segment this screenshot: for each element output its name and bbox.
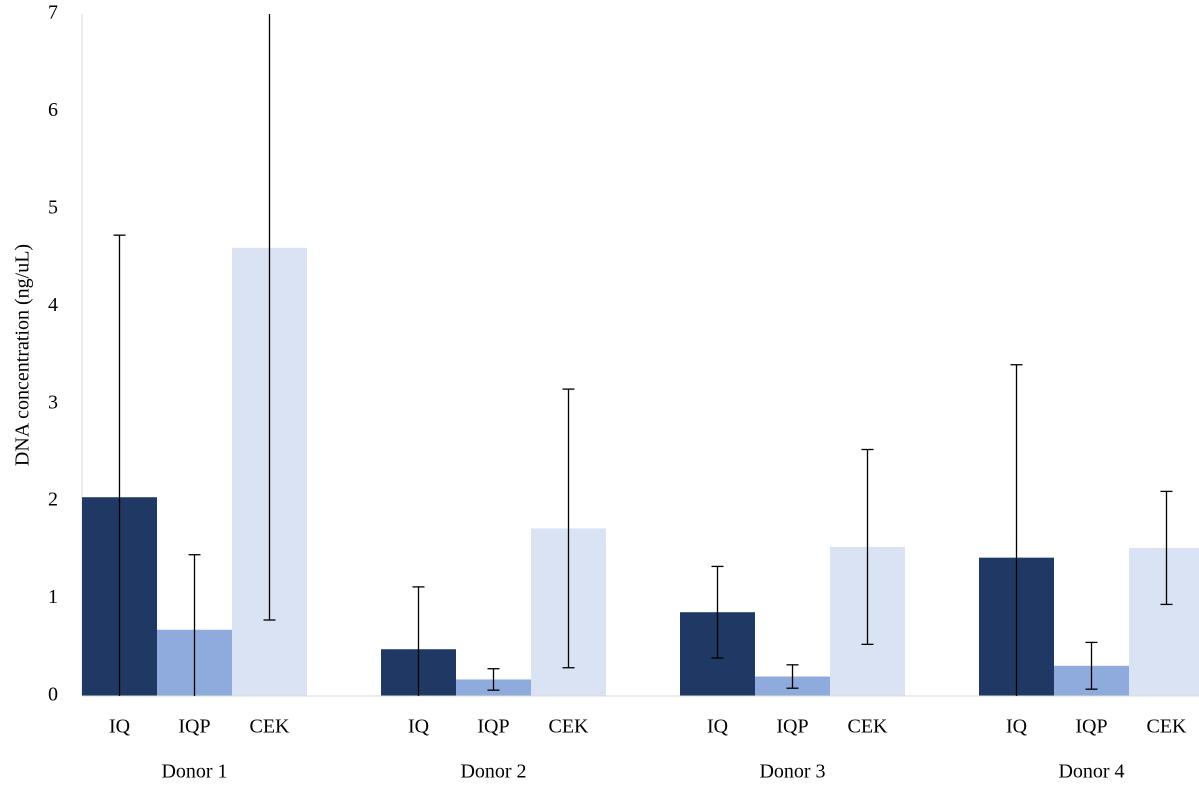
series-label: IQ bbox=[1006, 716, 1028, 738]
error-bar bbox=[1160, 490, 1173, 606]
x-tick-label: Donor 1 bbox=[161, 761, 227, 783]
series-label: CEK bbox=[250, 716, 291, 738]
bar bbox=[1129, 547, 1199, 696]
y-tick-label: 6 bbox=[48, 99, 58, 121]
series-label: CEK bbox=[1147, 716, 1188, 738]
y-tick-label: 3 bbox=[48, 391, 58, 413]
error-bar bbox=[412, 586, 425, 696]
x-tick-label: Donor 4 bbox=[1058, 761, 1124, 783]
y-tick-label: 5 bbox=[48, 196, 58, 218]
series-label: IQP bbox=[776, 716, 808, 738]
error-bar bbox=[113, 234, 126, 696]
error-bar bbox=[188, 554, 201, 696]
error-bar bbox=[487, 668, 500, 691]
error-bar bbox=[1010, 364, 1023, 696]
error-bar bbox=[263, 14, 276, 621]
y-tick-label: 2 bbox=[48, 489, 58, 511]
series-label: IQP bbox=[1075, 716, 1107, 738]
series-label: IQ bbox=[408, 716, 430, 738]
y-tick-label: 7 bbox=[48, 2, 58, 24]
error-bar bbox=[711, 565, 724, 659]
error-bar bbox=[1085, 641, 1098, 690]
error-bar bbox=[861, 448, 874, 646]
error-bar bbox=[562, 388, 575, 669]
series-label: CEK bbox=[848, 716, 889, 738]
series-label: CEK bbox=[549, 716, 590, 738]
y-tick-label: 1 bbox=[48, 586, 58, 608]
series-label: IQ bbox=[707, 716, 729, 738]
y-tick-label: 0 bbox=[48, 684, 58, 706]
error-bar bbox=[786, 664, 799, 689]
series-label: IQ bbox=[109, 716, 131, 738]
x-tick-label: Donor 2 bbox=[460, 761, 526, 783]
series-label: IQP bbox=[178, 716, 210, 738]
y-tick-label: 4 bbox=[48, 294, 58, 316]
series-label: IQP bbox=[477, 716, 509, 738]
x-tick-label: Donor 3 bbox=[759, 761, 825, 783]
y-axis-label: DNA concentration (ng/uL) bbox=[12, 244, 34, 466]
